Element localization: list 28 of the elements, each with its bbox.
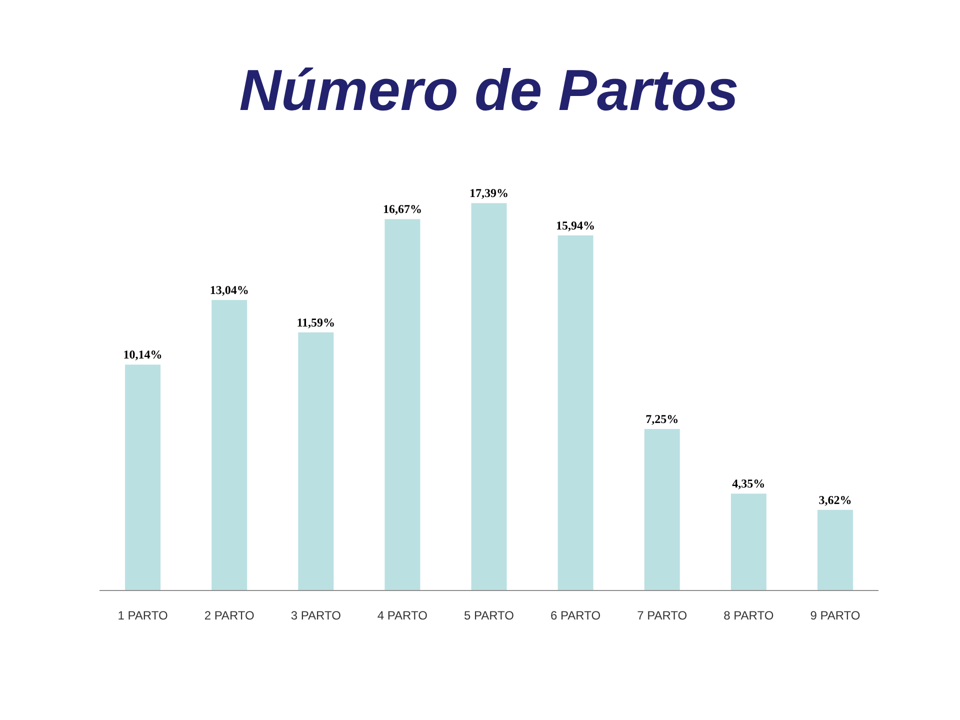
x-tick-label: 4 PARTO bbox=[377, 608, 428, 622]
bar bbox=[644, 428, 680, 590]
data-label: 17,39% bbox=[470, 186, 508, 200]
bar bbox=[125, 364, 161, 590]
x-tick-label: 3 PARTO bbox=[290, 608, 341, 622]
bar bbox=[212, 300, 248, 590]
x-tick-label: 1 PARTO bbox=[118, 608, 168, 622]
x-tick-label: 8 PARTO bbox=[724, 608, 774, 622]
data-label: 7,25% bbox=[646, 412, 679, 426]
bar bbox=[817, 510, 853, 590]
data-label: 4,35% bbox=[732, 476, 766, 491]
x-tick-label: 2 PARTO bbox=[204, 608, 254, 622]
bar bbox=[730, 494, 766, 590]
data-label: 10,14% bbox=[123, 348, 162, 362]
data-label: 3,62% bbox=[818, 492, 852, 507]
bar bbox=[384, 219, 420, 590]
bar bbox=[298, 332, 334, 590]
x-tick-label: 6 PARTO bbox=[550, 608, 601, 622]
data-label: 16,67% bbox=[382, 202, 422, 216]
x-tick-label: 9 PARTO bbox=[810, 608, 860, 622]
bar bbox=[471, 203, 507, 590]
data-label: 11,59% bbox=[296, 315, 336, 330]
bar bbox=[558, 235, 594, 590]
data-label: 13,04% bbox=[210, 283, 249, 298]
chart-title: Número de Partos bbox=[239, 58, 739, 123]
x-tick-label: 7 PARTO bbox=[637, 608, 688, 622]
x-tick-label: 5 PARTO bbox=[464, 608, 514, 622]
data-label: 15,94% bbox=[556, 218, 596, 232]
